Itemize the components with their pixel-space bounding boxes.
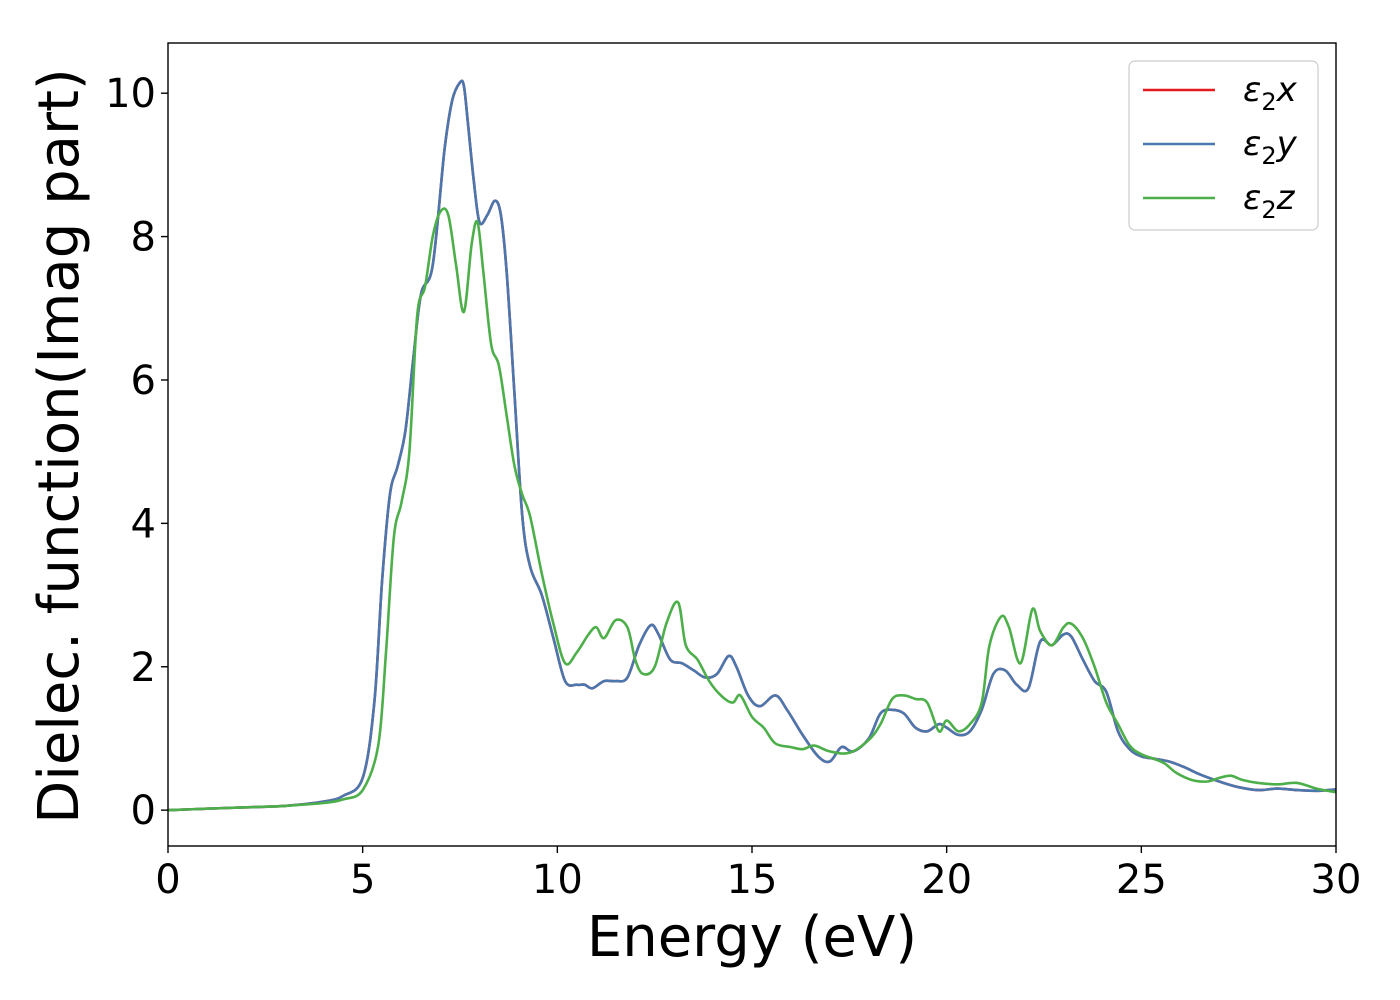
x-tick-label: 10	[532, 857, 583, 903]
y-axis-ticks: 0 2 4 6 8 10	[105, 71, 168, 834]
y-tick-label: 6	[131, 358, 156, 404]
legend-label: ε2x	[1243, 70, 1298, 116]
legend: ε2x ε2y ε2z	[1128, 60, 1319, 231]
x-tick-label: 20	[921, 857, 972, 903]
legend-label: ε2y	[1243, 124, 1298, 170]
y-tick-label: 4	[131, 501, 156, 547]
x-tick-label: 30	[1311, 857, 1362, 903]
y-tick-label: 10	[105, 71, 156, 117]
y-tick-label: 8	[131, 215, 156, 261]
series-line-2	[167, 207, 1337, 812]
series-line-1	[167, 79, 1337, 812]
y-tick-label: 0	[131, 788, 156, 834]
series-layer	[167, 79, 1337, 812]
x-tick-label: 25	[1116, 857, 1167, 903]
x-tick-label: 5	[350, 857, 375, 903]
y-tick-label: 2	[131, 645, 156, 691]
legend-box	[1128, 60, 1319, 231]
y-axis-label: Dielec. function(Imag part)	[27, 68, 92, 824]
x-axis-ticks: 0 5 10 15 20 25 30	[155, 846, 1361, 903]
x-tick-label: 0	[155, 857, 180, 903]
x-tick-label: 15	[727, 857, 778, 903]
legend-label: ε2z	[1243, 178, 1296, 224]
x-axis-label: Energy (eV)	[587, 905, 917, 970]
